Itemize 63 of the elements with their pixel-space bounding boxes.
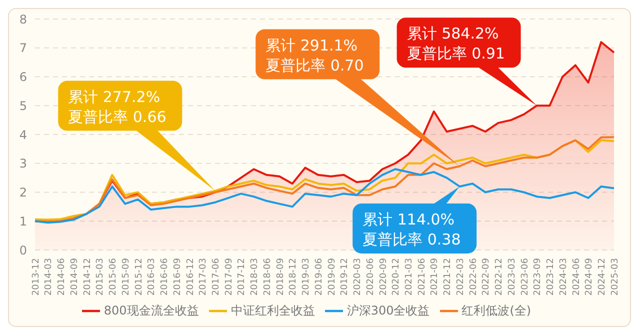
x-tick-label: 2015-03 xyxy=(96,258,106,296)
x-tick-label: 2019-12 xyxy=(340,258,350,296)
x-tick-label: 2019-03 xyxy=(302,258,312,296)
y-tick-label: 3 xyxy=(19,156,27,171)
x-tick-label: 2025-03 xyxy=(610,258,620,296)
x-tick-label: 2021-06 xyxy=(417,258,428,296)
x-tick-label: 2024-03 xyxy=(558,258,569,296)
y-tick-label: 6 xyxy=(19,70,27,84)
x-tick-label: 2021-12 xyxy=(443,258,454,296)
y-tick-label: 0 xyxy=(19,243,27,258)
x-tick-label: 2024-12 xyxy=(598,258,608,296)
x-tick-label: 2014-09 xyxy=(70,258,80,296)
x-tick-label: 2023-03 xyxy=(507,258,518,296)
x-tick-label: 2019-06 xyxy=(314,258,324,296)
x-tick-label: 2024-09 xyxy=(584,258,595,296)
y-tick-label: 4 xyxy=(19,128,27,142)
x-tick-label: 2021-03 xyxy=(404,258,415,296)
x-tick-label: 2022-06 xyxy=(468,258,479,296)
legend-label: 红利低波(全) xyxy=(462,303,532,318)
x-tick-label: 2018-12 xyxy=(288,258,299,296)
x-tick-label: 2016-12 xyxy=(186,258,196,296)
x-tick-label: 2014-06 xyxy=(57,258,68,296)
x-tick-label: 2022-03 xyxy=(456,258,466,296)
x-tick-label: 2018-03 xyxy=(250,258,260,296)
x-tick-label: 2023-06 xyxy=(520,258,530,296)
x-tick-label: 2016-03 xyxy=(147,258,158,296)
x-tick-label: 2021-09 xyxy=(430,258,440,296)
x-tick-label: 2014-03 xyxy=(44,258,54,296)
x-tick-label: 2013-12 xyxy=(31,258,42,296)
x-tick-label: 2017-06 xyxy=(212,258,222,296)
y-tick-label: 7 xyxy=(19,41,27,56)
x-tick-label: 2015-09 xyxy=(121,258,132,296)
annotation: 累计 114.0% 夏普比率 0.38 xyxy=(362,210,461,248)
x-tick-label: 2015-12 xyxy=(134,258,144,296)
legend-label: 中证红利全收益 xyxy=(230,303,315,318)
x-tick-label: 2017-09 xyxy=(224,258,234,296)
x-tick-label: 2023-09 xyxy=(533,258,544,296)
annotation: 累计 277.2% 夏普比率 0.66 xyxy=(68,88,166,126)
x-tick-label: 2020-06 xyxy=(366,258,376,296)
x-tick-label: 2020-09 xyxy=(378,258,389,296)
x-tick-label: 2015-06 xyxy=(108,258,119,296)
x-tick-label: 2020-12 xyxy=(392,258,402,296)
x-tick-label: 2024-06 xyxy=(572,258,582,296)
x-tick-label: 2022-12 xyxy=(494,258,505,296)
y-tick-label: 1 xyxy=(19,214,27,228)
x-tick-label: 2018-06 xyxy=(262,258,273,296)
x-tick-label: 2014-12 xyxy=(82,258,93,296)
annotation: 累计 291.1% 夏普比率 0.70 xyxy=(266,36,364,74)
annotation: 累计 584.2% 夏普比率 0.91 xyxy=(406,24,505,63)
x-tick-label: 2017-03 xyxy=(198,258,209,296)
x-tick-label: 2017-12 xyxy=(237,258,248,296)
legend-label: 800现金流全收益 xyxy=(104,303,199,318)
x-tick-label: 2018-09 xyxy=(276,258,286,296)
x-tick-label: 2019-09 xyxy=(327,258,338,296)
x-tick-label: 2016-09 xyxy=(172,258,183,296)
x-tick-label: 2016-06 xyxy=(160,258,170,296)
y-tick-label: 2 xyxy=(19,186,27,200)
y-tick-label: 8 xyxy=(19,12,27,26)
x-tick-label: 2023-12 xyxy=(546,258,556,296)
x-tick-label: 2020-03 xyxy=(353,258,364,296)
x-tick-label: 2022-09 xyxy=(482,258,492,296)
y-tick-label: 5 xyxy=(19,98,27,113)
legend-label: 沪深300全收益 xyxy=(346,303,430,318)
